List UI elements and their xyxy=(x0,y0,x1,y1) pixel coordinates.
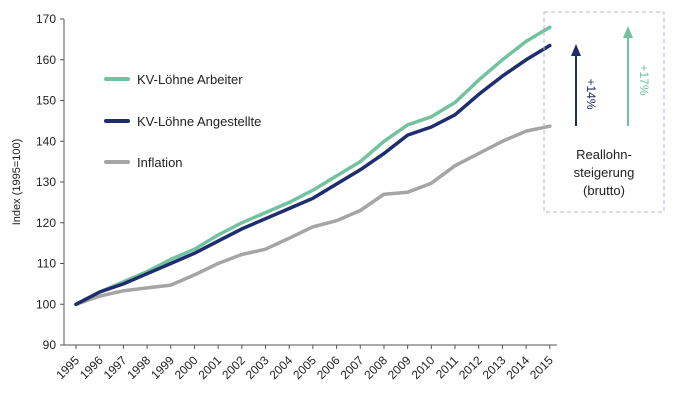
y-axis-title: Index (1995=100) xyxy=(11,139,23,226)
legend-label: KV-Löhne Arbeiter xyxy=(137,72,243,87)
x-tick-label: 2007 xyxy=(338,353,367,382)
legend-label: KV-Löhne Angestellte xyxy=(137,114,261,129)
y-tick-label: 140 xyxy=(36,134,56,148)
x-tick-label: 2014 xyxy=(503,353,532,382)
series-line-1 xyxy=(74,43,552,307)
gain-label-arbeiter: +17% xyxy=(637,64,651,95)
legend-label: Inflation xyxy=(137,155,183,170)
x-tick-label: 2013 xyxy=(480,353,509,382)
x-tick-label: 2008 xyxy=(361,353,390,382)
y-tick-label: 130 xyxy=(36,175,56,189)
box-label-line: steigerung xyxy=(574,165,635,180)
x-tick-label: 2012 xyxy=(456,353,485,382)
y-tick-label: 100 xyxy=(36,297,56,311)
y-tick-label: 150 xyxy=(36,94,56,108)
x-tick-label: 2015 xyxy=(527,353,556,382)
reallohn-annotation: +14% +17% Reallohn-steigerung (brutto) xyxy=(543,11,665,213)
y-axis: 90 100 110 120 130 140 150 160 170 Index (1995=10… xyxy=(11,12,65,352)
y-tick-label: 120 xyxy=(36,216,56,230)
x-tick-label: 2000 xyxy=(172,353,201,382)
x-tick-label: 2004 xyxy=(267,353,296,382)
annotation-box xyxy=(543,11,665,213)
series-line-0 xyxy=(74,25,552,307)
x-tick-label: 2010 xyxy=(409,353,438,382)
arrow-head-angestellte xyxy=(571,44,581,56)
x-tick-label: 2006 xyxy=(314,353,343,382)
x-tick-label: 1996 xyxy=(77,353,106,382)
legend: KV-Löhne Arbeiter KV-Löhne Angestellte Inf… xyxy=(104,72,261,170)
y-tick-label: 90 xyxy=(43,338,57,352)
series-layer xyxy=(74,25,552,307)
x-tick-label: 2005 xyxy=(290,353,319,382)
y-tick-label: 160 xyxy=(36,53,56,67)
x-axis: 1995199619971998199920002001200220032004… xyxy=(53,344,557,382)
x-tick-label: 2009 xyxy=(385,353,414,382)
x-tick-label: 2011 xyxy=(433,353,461,381)
series-line-2 xyxy=(74,124,552,307)
box-label-line: (brutto) xyxy=(583,183,625,198)
gain-label-angestellte: +14% xyxy=(584,78,598,109)
x-tick-label: 2001 xyxy=(195,353,224,382)
x-tick-label: 2003 xyxy=(243,353,272,382)
x-tick-label: 1997 xyxy=(101,353,130,382)
arrow-head-arbeiter xyxy=(623,26,633,38)
x-tick-label: 2002 xyxy=(219,353,248,382)
box-label-line: Reallohn- xyxy=(576,147,632,162)
y-tick-label: 170 xyxy=(36,12,56,26)
x-tick-label: 1998 xyxy=(124,353,153,382)
y-tick-label: 110 xyxy=(37,257,56,271)
x-tick-label: 1995 xyxy=(53,353,82,382)
x-tick-label: 1999 xyxy=(148,353,177,382)
